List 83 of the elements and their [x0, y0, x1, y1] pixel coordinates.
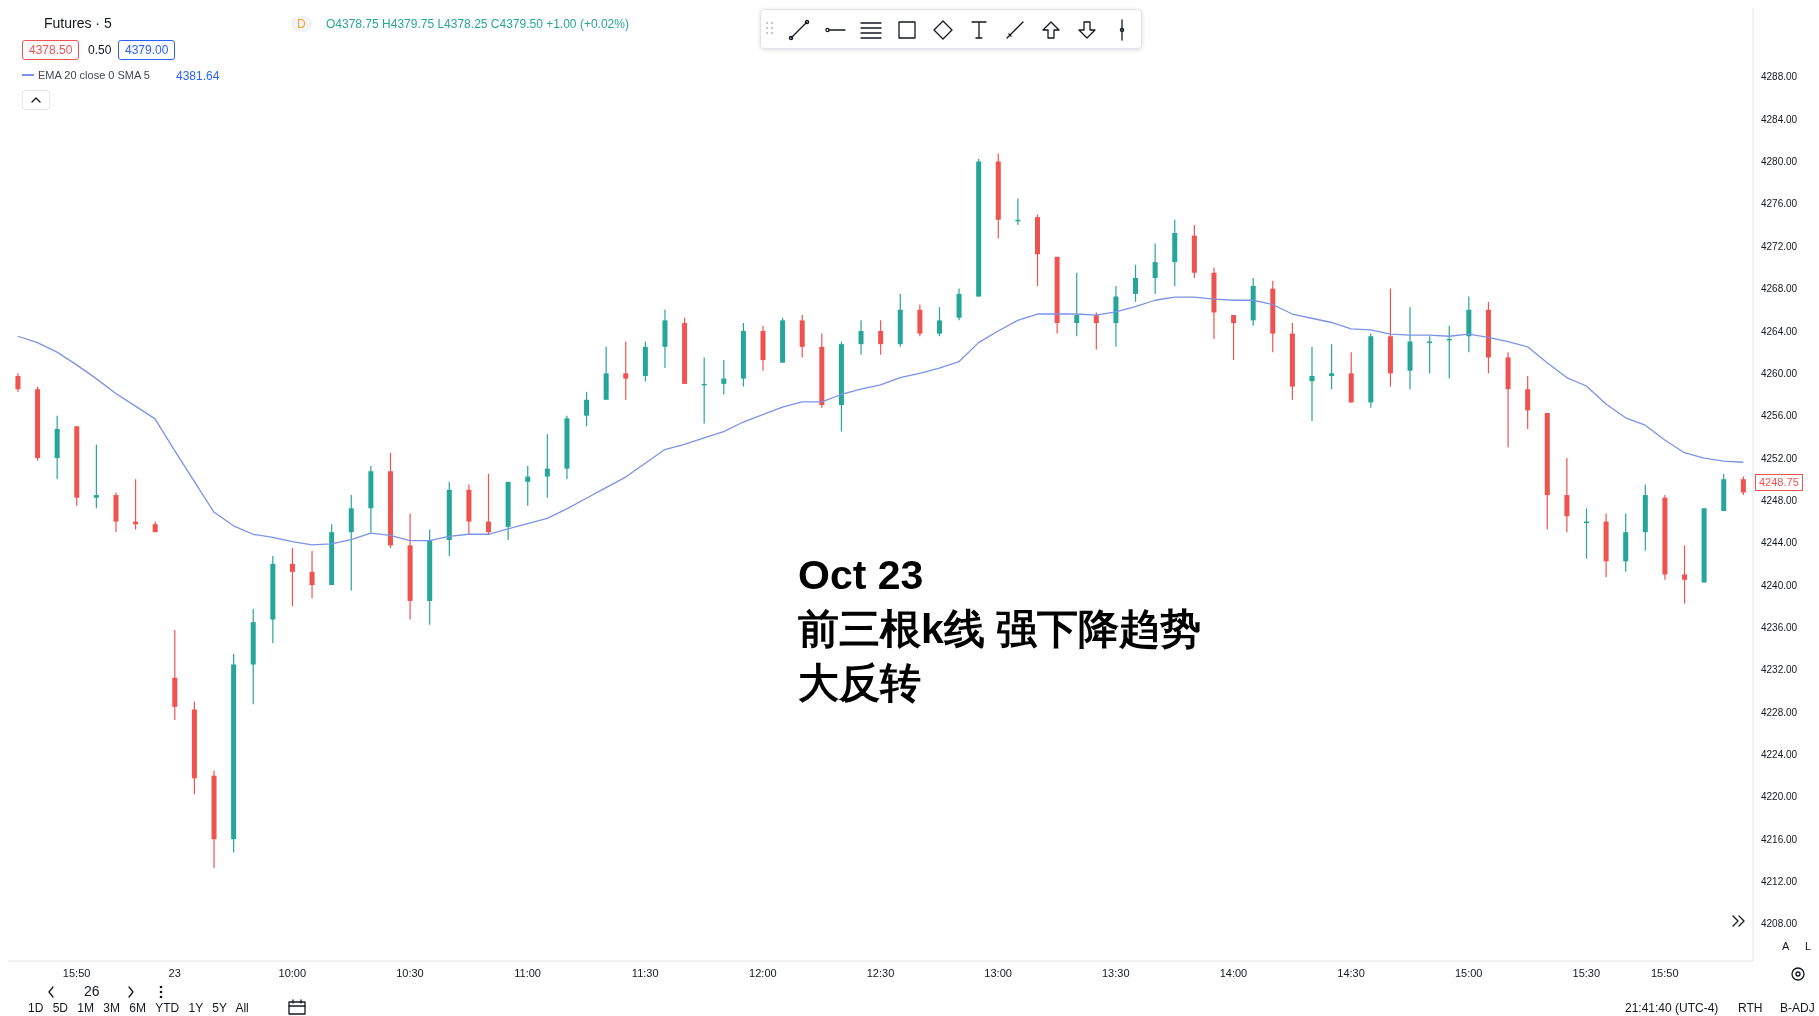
y-tick-label: 4216.00	[1761, 833, 1798, 845]
x-tick-label: 13:30	[1102, 966, 1130, 979]
candlestick	[93, 444, 99, 509]
annotation: 4379.00	[125, 43, 169, 57]
x-tick-label: 23	[168, 966, 181, 979]
candlestick	[309, 550, 315, 599]
text: 21:41:40 (UTC-4)	[1625, 1001, 1719, 1015]
candlestick	[1329, 343, 1335, 390]
candlestick	[584, 391, 590, 427]
x-tick-label: 13:00	[984, 966, 1012, 979]
candlestick	[1093, 311, 1099, 351]
text: RTH	[1738, 1001, 1763, 1015]
text: Futures · 5	[44, 15, 112, 31]
line-series	[17, 296, 1744, 546]
candlestick	[348, 494, 354, 591]
y-tick-label: 4252.00	[1761, 452, 1798, 464]
candlestick	[1074, 272, 1080, 337]
candlestick	[525, 465, 531, 507]
candlestick	[1231, 314, 1237, 361]
x-tick-label: 11:30	[631, 966, 659, 979]
candlestick	[289, 547, 295, 607]
x-tick-label: 10:30	[396, 966, 424, 979]
candlestick	[1309, 346, 1315, 422]
y-tick-label: 4268.00	[1761, 283, 1798, 295]
candlestick	[858, 319, 864, 356]
x-tick-label: 15:50	[62, 966, 91, 979]
y-tick-label: 4220.00	[1761, 791, 1798, 803]
text: 4248.75	[1759, 476, 1799, 490]
x-tick-label: 15:00	[1454, 966, 1483, 979]
candlestick	[486, 473, 492, 536]
y-tick-label: 4280.00	[1761, 156, 1798, 168]
y-tick-label: 4228.00	[1761, 706, 1798, 718]
annotation: 大反转	[798, 659, 921, 708]
legend-label: EMA 20 close 0 SMA 5	[38, 69, 150, 81]
candlestick	[544, 433, 550, 499]
candlestick	[1564, 457, 1570, 533]
text: 26	[84, 983, 100, 999]
annotation: Oct 23	[798, 551, 924, 600]
candlestick	[1682, 544, 1688, 605]
x-tick-label: 12:30	[866, 966, 895, 979]
x-tick-label: 10:00	[278, 966, 307, 979]
annotation: 0.50	[88, 43, 112, 57]
y-tick-label: 4244.00	[1761, 537, 1798, 549]
x-tick-label: 14:30	[1337, 966, 1365, 979]
x-tick-label: 15:50	[1651, 966, 1679, 979]
annotation: D	[297, 17, 306, 31]
candlestick	[1740, 475, 1746, 496]
candlestick	[15, 372, 21, 393]
candlestick	[721, 359, 727, 396]
y-tick-label: 4232.00	[1761, 664, 1798, 676]
annotation: 4381.64	[176, 69, 220, 83]
y-tick-label: 4236.00	[1761, 622, 1798, 633]
text: B-ADJ	[1780, 1001, 1815, 1015]
annotation: 4378.50	[29, 43, 73, 57]
x-tick-label: 11:00	[514, 966, 541, 979]
y-tick-label: 4264.00	[1761, 325, 1798, 337]
candlestick	[878, 319, 884, 356]
y-tick-label: 4288.00	[1761, 71, 1798, 83]
y-tick-label: 4284.00	[1761, 113, 1798, 125]
y-tick-label: 4208.00	[1761, 918, 1798, 930]
y-tick-label: 4224.00	[1761, 749, 1798, 761]
candlestick	[917, 303, 923, 337]
annotation: 前三根k线 强下降趋势	[798, 605, 1202, 654]
y-tick-label: 4260.00	[1761, 367, 1798, 379]
candlestick	[1133, 264, 1139, 303]
candlestick	[1152, 243, 1158, 295]
y-tick-label: 4248.00	[1761, 494, 1798, 506]
x-tick-label: 15:30	[1572, 966, 1601, 979]
annotation: O4378.75 H4379.75 L4378.25 C4379.50 +1.00 (+0.02%)	[326, 17, 629, 31]
candlestick	[936, 306, 942, 337]
candlestick	[1525, 375, 1531, 430]
x-tick-label: 12:00	[749, 966, 777, 979]
text: 1D 5D 1M 3M 6M YTD 1Y 5Y All	[28, 1001, 249, 1015]
y-tick-label: 4276.00	[1761, 198, 1798, 210]
y-tick-label: 4212.00	[1761, 876, 1798, 888]
y-tick-label: 4256.00	[1761, 410, 1798, 422]
text: A	[1782, 940, 1790, 952]
text: L	[1805, 940, 1812, 952]
y-tick-label: 4272.00	[1761, 240, 1798, 252]
candlestick	[956, 288, 962, 321]
candlestick	[623, 340, 629, 401]
y-tick-label: 4240.00	[1761, 579, 1798, 591]
x-tick-label: 14:00	[1219, 966, 1248, 979]
